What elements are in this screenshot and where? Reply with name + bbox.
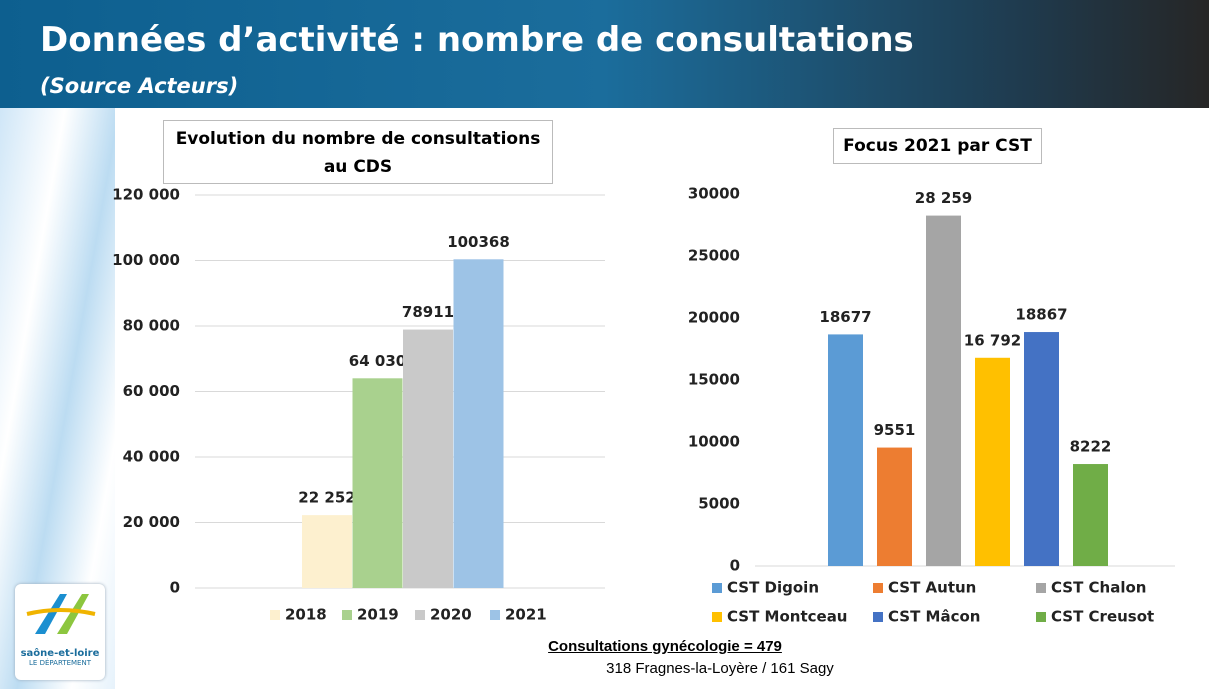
y-tick-label: 0: [170, 579, 180, 597]
logo: saône-et-loire LE DÉPARTEMENT: [15, 584, 105, 680]
legend-label: 2020: [430, 606, 472, 624]
data-label: 18867: [1015, 306, 1067, 324]
y-tick-label: 60 000: [123, 382, 180, 400]
legend-swatch: [873, 612, 883, 622]
legend-label: 2018: [285, 606, 327, 624]
y-tick-label: 100 000: [112, 251, 180, 269]
bar: [1073, 464, 1108, 566]
legend-label: CST Digoin: [727, 579, 819, 597]
y-tick-label: 0: [730, 557, 740, 575]
legend-label: CST Mâcon: [888, 608, 980, 626]
legend-swatch: [873, 583, 883, 593]
logo-icon: [26, 594, 96, 634]
y-tick-label: 80 000: [123, 317, 180, 335]
y-tick-label: 20000: [688, 309, 740, 327]
logo-name: saône-et-loire: [20, 648, 100, 659]
legend-label: CST Autun: [888, 579, 976, 597]
bar: [302, 515, 352, 588]
y-tick-label: 120 000: [112, 186, 180, 204]
y-tick-label: 20 000: [123, 513, 180, 531]
y-tick-label: 5000: [698, 495, 740, 513]
legend-swatch: [712, 612, 722, 622]
bar: [975, 357, 1010, 566]
y-tick-label: 40 000: [123, 448, 180, 466]
legend-swatch: [1036, 612, 1046, 622]
data-label: 8222: [1070, 438, 1112, 456]
legend-label: 2021: [505, 606, 547, 624]
legend-label: CST Creusot: [1051, 608, 1154, 626]
legend-swatch: [490, 610, 500, 620]
bar: [828, 334, 863, 566]
y-tick-label: 15000: [688, 371, 740, 389]
legend-swatch: [342, 610, 352, 620]
y-tick-label: 10000: [688, 433, 740, 451]
bar: [926, 215, 961, 567]
bar: [352, 378, 403, 588]
legend-label: CST Montceau: [727, 608, 848, 626]
slide-title: Données d’activité : nombre de consultat…: [40, 20, 914, 60]
data-label: 18677: [819, 308, 871, 326]
legend-label: 2019: [357, 606, 399, 624]
legend-label: CST Chalon: [1051, 579, 1146, 597]
data-label: 28 259: [915, 189, 972, 207]
bar: [453, 259, 504, 588]
chart-title: Evolution du nombre de consultations au …: [163, 120, 553, 184]
legend-swatch: [1036, 583, 1046, 593]
data-label: 9551: [874, 421, 916, 439]
legend-swatch: [270, 610, 280, 620]
bar: [1024, 332, 1059, 566]
slide-subtitle: (Source Acteurs): [40, 74, 239, 98]
footer-title: Consultations gynécologie = 479: [548, 638, 782, 655]
data-label: 64 030: [349, 352, 406, 370]
footer-detail: 318 Fragnes-la-Loyère / 161 Sagy: [606, 660, 834, 677]
y-tick-label: 25000: [688, 247, 740, 265]
legend-swatch: [415, 610, 425, 620]
logo-tagline: LE DÉPARTEMENT: [29, 659, 91, 667]
data-label: 100368: [447, 233, 510, 251]
data-label: 16 792: [964, 331, 1021, 349]
chart-title: Focus 2021 par CST: [833, 128, 1042, 164]
y-tick-label: 30000: [688, 185, 740, 203]
data-label: 78911: [402, 303, 454, 321]
data-label: 22 252: [298, 489, 355, 507]
legend-swatch: [712, 583, 722, 593]
header: Données d’activité : nombre de consultat…: [0, 0, 1209, 108]
bar: [877, 447, 912, 566]
bar: [403, 329, 453, 588]
